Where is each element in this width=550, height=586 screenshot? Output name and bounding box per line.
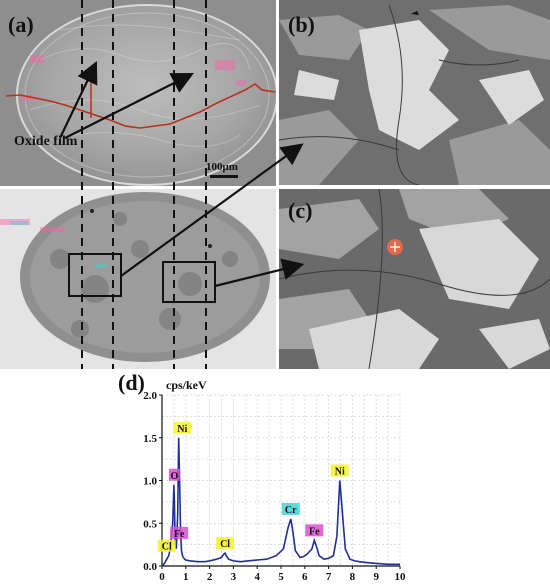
callout-arrows [59, 61, 305, 288]
panel-c-image [279, 189, 550, 369]
x-tick-label: 0 [159, 571, 165, 583]
selection-box-right [162, 261, 216, 303]
arrow-to-b [120, 143, 304, 277]
peak-label: Cl [220, 539, 230, 550]
peak-label-bg [170, 526, 189, 539]
peak-label-bg [330, 464, 349, 477]
peak-label: Fe [309, 526, 320, 537]
x-tick-label: 9 [373, 571, 379, 583]
chart-grid [161, 394, 401, 567]
x-tick-label: 6 [302, 571, 308, 583]
peak-label-bg [216, 537, 235, 550]
panel-b-image [279, 0, 550, 185]
y-tick-label: 0.5 [143, 518, 157, 530]
peak-label: Fe [174, 529, 185, 540]
peak-label-bg [157, 539, 176, 552]
oxide-film-label: Oxide film [14, 134, 78, 149]
panel-b-label: (b) [288, 12, 315, 37]
arrow-oxide-2 [64, 73, 194, 139]
panel-a-label: (a) [8, 12, 34, 37]
arrow-oxide-1 [59, 61, 98, 139]
y-tick-label: 1.0 [143, 476, 157, 488]
panel-a-top-image [0, 0, 276, 186]
eds-spectrum-chart: cps/keV 0 1 2 3 4 5 6 7 8 9 10 0.0 0.5 1.0 1.5 2.0 Ni O F… [143, 378, 406, 583]
x-tick-label: 1 [183, 571, 189, 583]
peak-label-bg [281, 502, 300, 515]
y-tick-label: 2.0 [143, 390, 157, 402]
x-tick-label: 10 [395, 571, 407, 583]
peak-label: Cl [162, 542, 172, 553]
peak-label: Cr [285, 505, 297, 516]
panel-c-label: (c) [288, 198, 313, 223]
x-tick-label: 3 [231, 571, 237, 583]
x-tick-label: 2 [207, 571, 213, 583]
x-tick-label: 7 [326, 571, 332, 583]
profile-line [5, 83, 276, 129]
chart-ticks: 0 1 2 3 4 5 6 7 8 9 10 0.0 0.5 1.0 1.5 2.0 [143, 390, 406, 583]
peak-label-bg [173, 421, 192, 434]
y-axis-label: cps/keV [166, 378, 207, 392]
peak-label: O [170, 471, 178, 482]
x-tick-label: 8 [350, 571, 356, 583]
peak-label: Ni [335, 467, 345, 478]
panel-a-bottom-image [0, 189, 276, 369]
panel-d-label: (d) [118, 370, 145, 395]
peak-label: Ni [177, 424, 187, 435]
y-tick-label: 1.5 [143, 433, 157, 445]
scale-bar-label: 100μm [206, 161, 238, 173]
x-tick-label: 5 [278, 571, 284, 583]
y-tick-label: 0.0 [143, 561, 157, 573]
spectrum-line [161, 437, 400, 567]
peak-label-bg [305, 524, 324, 537]
x-tick-label: 4 [254, 571, 260, 583]
peak-label-bg [168, 468, 180, 481]
arrow-to-c [214, 258, 305, 288]
